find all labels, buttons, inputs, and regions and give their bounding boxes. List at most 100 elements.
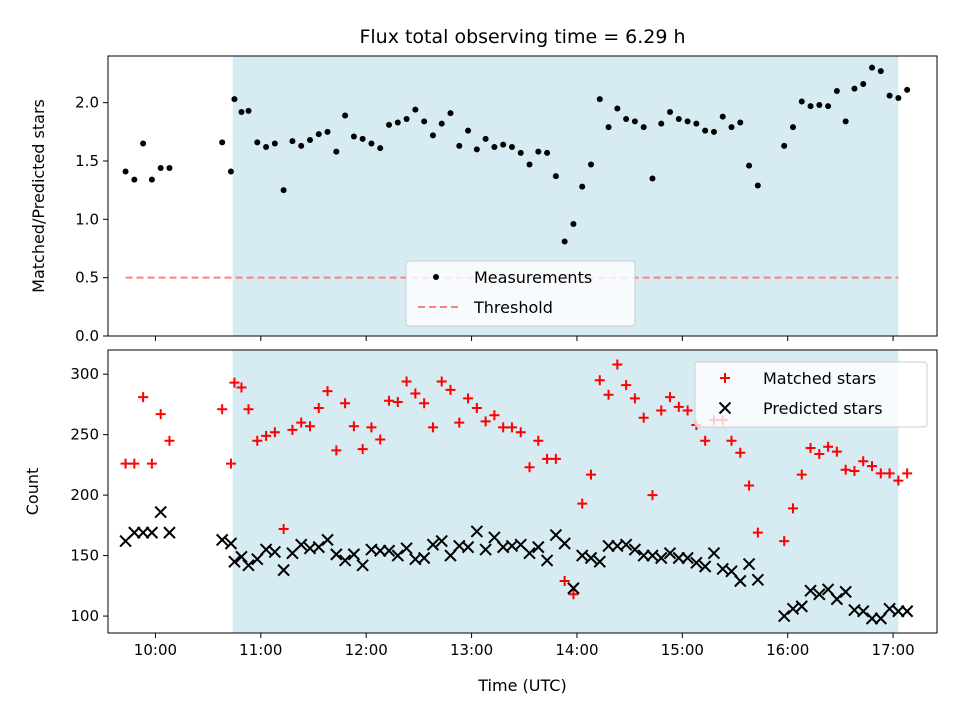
predicted-stars-point (163, 526, 176, 539)
predicted-stars-point (690, 556, 703, 570)
measurement-point (526, 161, 533, 168)
measurement-point (658, 120, 665, 127)
matched-stars-point (638, 412, 649, 423)
measurement-point (693, 120, 700, 127)
predicted-stars-point (584, 551, 598, 565)
predicted-stars-point (417, 551, 431, 565)
matched-stars-point (787, 503, 798, 514)
matched-stars-point (296, 417, 307, 428)
matched-stars-point (577, 498, 588, 509)
chart-title: Flux total observing time = 6.29 h (359, 26, 685, 48)
matched-stars-point (129, 458, 140, 469)
matched-stars-point (463, 393, 474, 404)
x-axis-label: Time (UTC) (477, 676, 566, 695)
measurement-point (737, 119, 744, 126)
matched-stars-point (884, 468, 895, 479)
predicted-stars-point (751, 573, 765, 586)
measurement-point (245, 107, 252, 114)
matched-stars-point (849, 465, 860, 476)
legend-matched-swatch (720, 373, 730, 383)
measurement-point (798, 98, 805, 105)
matched-stars-point (515, 427, 526, 438)
matched-stars-point (471, 403, 482, 414)
predicted-stars-point (154, 505, 167, 519)
predicted-stars-point (839, 585, 852, 599)
measurement-point (517, 149, 524, 156)
predicted-stars-point (294, 538, 308, 551)
measurement-point (807, 103, 814, 110)
matched-stars-point (796, 469, 807, 480)
predicted-stars-point (786, 602, 800, 616)
measurement-point (851, 85, 858, 92)
axes-frame (107, 349, 938, 634)
predicted-stars-point (698, 560, 712, 573)
x-tick-label: 17:00 (871, 641, 914, 659)
matched-stars-point (506, 422, 517, 433)
measurement-point (271, 140, 278, 147)
matched-stars-point (419, 398, 430, 409)
y-tick-label: 0.5 (75, 269, 99, 287)
predicted-stars-point (707, 546, 721, 560)
predicted-stars-point (619, 538, 633, 551)
measurement-point (500, 141, 507, 148)
legend-label: Predicted stars (763, 399, 883, 418)
matched-stars-point (585, 469, 596, 480)
predicted-stars-point (426, 538, 440, 551)
matched-stars-point (744, 480, 755, 491)
predicted-stars-point (857, 605, 870, 618)
x-tick-label: 11:00 (239, 641, 282, 659)
measurement-point (631, 118, 638, 125)
measurement-point (640, 124, 647, 131)
matched-stars-point (304, 421, 315, 432)
measurement-point (377, 145, 384, 152)
matched-stars-point (322, 386, 333, 397)
matched-stars-point (278, 523, 289, 534)
matched-stars-point (138, 392, 149, 403)
matched-stars-point (594, 375, 605, 386)
y-tick-label: 150 (70, 547, 99, 565)
measurement-point (140, 140, 147, 147)
measurement-point (473, 146, 480, 153)
matched-stars-point (805, 442, 816, 453)
predicted-stars-point (716, 562, 729, 576)
predicted-stars-point (523, 546, 536, 560)
predicted-stars-point (136, 526, 150, 539)
measurement-point (816, 102, 823, 108)
measurement-point (333, 148, 340, 155)
measurement-point (394, 119, 401, 126)
matched-stars-point (229, 377, 240, 388)
matched-stars-point (902, 468, 913, 479)
predicted-stars-point (461, 540, 475, 554)
predicted-stars-point (567, 582, 580, 595)
matched-stars-point (454, 417, 465, 428)
legend: Measurements Threshold (405, 260, 636, 327)
measurement-point (561, 238, 568, 245)
x-tick-label: 13:00 (450, 641, 493, 659)
y-axis-label: Count (23, 468, 42, 516)
predicted-stars-point (435, 534, 448, 548)
predicted-stars-point (883, 602, 896, 616)
measurement-point (421, 118, 428, 125)
measurement-point (895, 95, 902, 101)
matched-stars-point (313, 403, 324, 414)
y-tick-label: 2.0 (75, 94, 99, 112)
predicted-stars-point (242, 559, 255, 572)
predicted-stars-point (655, 551, 668, 565)
predicted-stars-point (663, 546, 677, 560)
measurement-point (825, 103, 832, 110)
measurement-point (254, 139, 261, 146)
measurement-point (605, 124, 612, 131)
predicted-stars-point (235, 550, 248, 564)
matched-stars-point (436, 376, 447, 387)
matched-stars-point (858, 456, 869, 467)
measurement-point (649, 175, 656, 182)
x-tick-label: 12:00 (345, 641, 388, 659)
predicted-stars-point (725, 565, 738, 578)
measurement-point (456, 142, 463, 149)
matched-stars-point (375, 434, 386, 445)
measurement-point (350, 133, 357, 140)
predicted-stars-point (391, 549, 405, 562)
predicted-stars-point (593, 555, 606, 568)
matched-stars-point (682, 405, 693, 416)
matched-stars-point (445, 384, 456, 395)
